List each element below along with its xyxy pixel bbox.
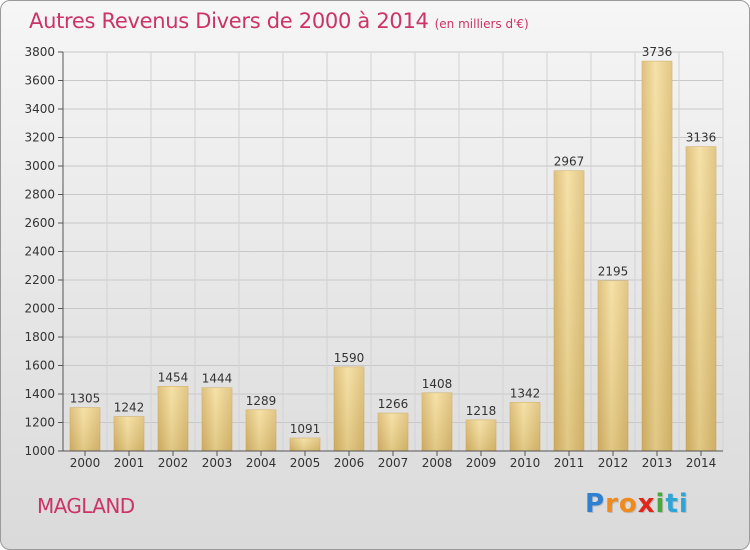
logo-letter: o xyxy=(618,489,638,519)
logo-letter: t xyxy=(665,489,679,519)
x-tick-label: 2012 xyxy=(598,456,629,470)
y-tick-label: 2600 xyxy=(24,216,55,230)
bar-shade xyxy=(246,409,276,451)
bar-shade xyxy=(686,146,716,451)
data-label: 1289 xyxy=(246,394,277,408)
x-tick-label: 2007 xyxy=(378,456,409,470)
data-label: 1590 xyxy=(334,351,365,365)
logo-letter: r xyxy=(605,489,619,519)
y-tick-label: 2000 xyxy=(24,302,55,316)
bar-shade xyxy=(70,407,100,451)
x-tick-label: 2011 xyxy=(554,456,585,470)
bar-shade xyxy=(290,438,320,451)
bar-shade xyxy=(202,387,232,451)
chart-title: Autres Revenus Divers de 2000 à 2014 (en … xyxy=(29,9,529,33)
x-tick-label: 2010 xyxy=(510,456,541,470)
x-tick-label: 2004 xyxy=(246,456,277,470)
data-label: 1444 xyxy=(202,372,233,386)
y-tick-label: 3600 xyxy=(24,74,55,88)
y-tick-label: 3400 xyxy=(24,102,55,116)
y-tick-label: 2800 xyxy=(24,188,55,202)
data-label: 1091 xyxy=(290,422,321,436)
data-label: 2967 xyxy=(554,155,585,169)
bar-shade xyxy=(378,413,408,451)
x-tick-label: 2005 xyxy=(290,456,321,470)
bar-shade xyxy=(158,386,188,451)
data-label: 3136 xyxy=(686,131,717,145)
data-label: 1408 xyxy=(422,377,453,391)
x-tick-label: 2008 xyxy=(422,456,453,470)
data-label: 1305 xyxy=(70,392,101,406)
x-tick-label: 2014 xyxy=(686,456,717,470)
y-tick-label: 2400 xyxy=(24,245,55,259)
bar-shade xyxy=(642,61,672,452)
x-tick-label: 2006 xyxy=(334,456,365,470)
bar-shade xyxy=(422,392,452,451)
logo-letter: i xyxy=(678,489,689,519)
y-tick-label: 2200 xyxy=(24,273,55,287)
data-label: 1218 xyxy=(466,404,497,418)
bar-shade xyxy=(510,402,540,451)
data-label: 1242 xyxy=(114,401,145,415)
proxiti-logo: Proxiti xyxy=(585,489,689,519)
y-tick-label: 3000 xyxy=(24,159,55,173)
data-label: 1454 xyxy=(158,370,189,384)
bars: 1305 1242 1454 1444 1289 1091 1590 1266 1408 1218… xyxy=(69,45,717,452)
data-label: 2195 xyxy=(598,265,629,279)
logo-letter: P xyxy=(585,489,606,519)
axes: 1000 1200 1400 1600 1800 2000 2200 2400 2600 2800… xyxy=(24,45,723,470)
y-tick-label: 1200 xyxy=(24,416,55,430)
x-tick-label: 2003 xyxy=(202,456,233,470)
logo-letter: i xyxy=(655,489,666,519)
x-tick-label: 2000 xyxy=(70,456,101,470)
chart-title-unit: (en milliers d'€) xyxy=(434,17,529,31)
y-tick-label: 3200 xyxy=(24,131,55,145)
bar-shade xyxy=(114,416,144,451)
data-label: 3736 xyxy=(642,45,673,59)
bar-shade xyxy=(466,419,496,451)
y-tick-label: 1800 xyxy=(24,330,55,344)
logo-letter: x xyxy=(637,489,656,519)
y-tick-label: 1000 xyxy=(24,444,55,458)
data-label: 1266 xyxy=(378,397,409,411)
y-tick-label: 1400 xyxy=(24,387,55,401)
x-tick-label: 2013 xyxy=(642,456,673,470)
bar-shade xyxy=(598,280,628,451)
bar-shade xyxy=(334,366,364,451)
x-tick-label: 2001 xyxy=(114,456,145,470)
y-tick-label: 3800 xyxy=(24,45,55,59)
x-tick-label: 2002 xyxy=(158,456,189,470)
data-label: 1342 xyxy=(510,386,541,400)
chart-title-main: Autres Revenus Divers de 2000 à 2014 xyxy=(29,9,429,33)
x-tick-label: 2009 xyxy=(466,456,497,470)
bar-shade xyxy=(554,170,584,451)
location-label: MAGLAND xyxy=(37,494,135,518)
y-tick-label: 1600 xyxy=(24,359,55,373)
